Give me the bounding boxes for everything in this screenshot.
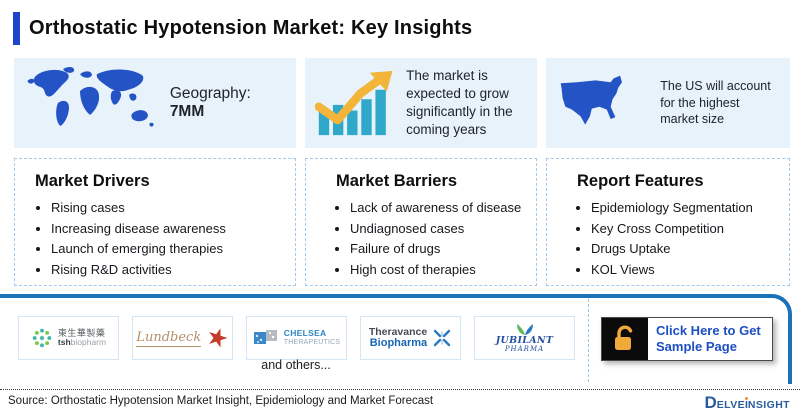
list-item: High cost of therapies bbox=[350, 262, 522, 277]
growth-text: The market is expected to grow significa… bbox=[406, 68, 513, 137]
panel-title: Market Barriers bbox=[336, 172, 458, 190]
list-item: Rising cases bbox=[51, 200, 281, 215]
list-item: Undiagnosed cases bbox=[350, 221, 522, 236]
panel-list: Lack of awareness of disease Undiagnosed… bbox=[322, 200, 522, 277]
companies-container bbox=[0, 294, 792, 384]
lundbeck-starfish-icon: ★ bbox=[202, 320, 233, 355]
theravance-wordmark: Theravance Biopharma bbox=[368, 325, 428, 349]
panel-list: Epidemiology Segmentation Key Cross Comp… bbox=[563, 200, 775, 277]
footer-divider bbox=[0, 389, 800, 390]
geography-text: Geography: 7MM bbox=[169, 85, 251, 120]
jubilant-wordmark: JUBILANT PHARMA bbox=[496, 323, 553, 353]
logo-chelsea-therapeutics: CHELSEA THERAPEUTICS bbox=[246, 316, 347, 360]
theravance-star-icon bbox=[433, 329, 451, 347]
section-divider bbox=[588, 299, 589, 382]
chelsea-therapeutics-icon bbox=[253, 330, 277, 344]
highlight-growth: The market is expected to grow significa… bbox=[305, 58, 537, 148]
us-map-icon bbox=[560, 75, 622, 125]
get-sample-page-button[interactable]: Click Here to Get Sample Page bbox=[601, 317, 773, 361]
list-item: KOL Views bbox=[591, 262, 775, 277]
panel-market-barriers: Market Barriers Lack of awareness of dis… bbox=[305, 158, 537, 286]
panel-title: Report Features bbox=[577, 172, 704, 190]
tsh-biopharm-icon bbox=[32, 328, 52, 348]
list-item: Launch of emerging therapies bbox=[51, 241, 281, 256]
us-text: The US will account for the highest mark… bbox=[660, 78, 771, 127]
and-others-text: and others... bbox=[261, 358, 331, 372]
logo-tsh-biopharm: 東生華製藥 tshbiopharm bbox=[18, 316, 119, 360]
tsh-biopharm-wordmark: 東生華製藥 tshbiopharm bbox=[57, 327, 107, 348]
highlight-us: The US will account for the highest mark… bbox=[546, 58, 790, 148]
logo-jubilant-pharma: JUBILANT PHARMA bbox=[474, 316, 575, 360]
open-lock-icon bbox=[602, 318, 648, 360]
lundbeck-wordmark: Lundbeck bbox=[136, 329, 202, 347]
page-title: Orthostatic Hypotension Market: Key Insi… bbox=[29, 17, 473, 39]
list-item: Failure of drugs bbox=[350, 241, 522, 256]
brand-orange-dot bbox=[744, 396, 748, 400]
delveinsight-logo: D ELVE I NSIGHT bbox=[704, 393, 790, 412]
list-item: Rising R&D activities bbox=[51, 262, 281, 277]
logo-theravance-biopharma: Theravance Biopharma bbox=[360, 316, 461, 360]
list-item: Key Cross Competition bbox=[591, 221, 775, 236]
list-item: Lack of awareness of disease bbox=[350, 200, 522, 215]
jubilant-butterfly-icon bbox=[516, 323, 533, 335]
list-item: Drugs Uptake bbox=[591, 241, 775, 256]
panel-title: Market Drivers bbox=[35, 172, 150, 190]
highlight-geography: Geography: 7MM bbox=[14, 58, 296, 148]
company-logos-row: 東生華製藥 tshbiopharm Lundbeck ★ CHELSEA THE… bbox=[18, 316, 575, 360]
panel-list: Rising cases Increasing disease awarenes… bbox=[31, 200, 281, 277]
logo-lundbeck: Lundbeck ★ bbox=[132, 316, 233, 360]
header: Orthostatic Hypotension Market: Key Insi… bbox=[13, 12, 472, 45]
list-item: Increasing disease awareness bbox=[51, 221, 281, 236]
panel-market-drivers: Market Drivers Rising cases Increasing d… bbox=[14, 158, 296, 286]
source-text: Source: Orthostatic Hypotension Market I… bbox=[8, 395, 434, 407]
chelsea-therapeutics-wordmark: CHELSEA THERAPEUTICS bbox=[283, 328, 341, 346]
world-map-icon bbox=[27, 66, 154, 127]
list-item: Epidemiology Segmentation bbox=[591, 200, 775, 215]
title-accent-bar bbox=[13, 12, 20, 45]
cta-label: Click Here to Get Sample Page bbox=[656, 323, 761, 355]
panel-report-features: Report Features Epidemiology Segmentatio… bbox=[546, 158, 790, 286]
geography-value: 7MM bbox=[169, 103, 205, 120]
growth-chart-icon bbox=[315, 70, 393, 136]
